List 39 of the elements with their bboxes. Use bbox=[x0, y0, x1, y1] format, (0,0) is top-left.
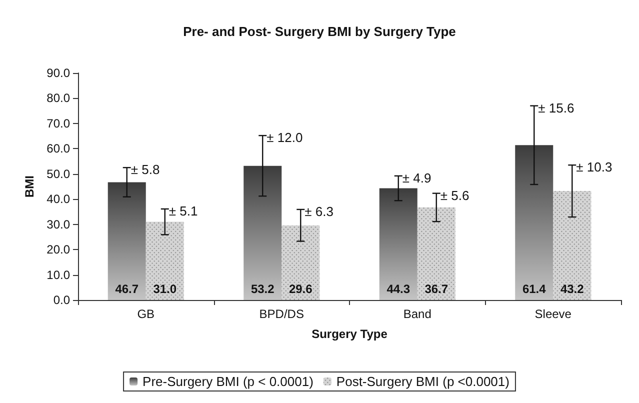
bar bbox=[379, 188, 418, 300]
legend-label: Pre-Surgery BMI (p < 0.0001) bbox=[142, 374, 314, 389]
y-tick-label: 20.0 bbox=[46, 242, 70, 257]
y-tick-label: 80.0 bbox=[46, 91, 70, 106]
data-label: 61.4 bbox=[522, 282, 546, 296]
x-tick-label: Band bbox=[403, 307, 432, 321]
y-tick-label: 10.0 bbox=[46, 268, 70, 282]
y-tick-label: 50.0 bbox=[46, 166, 70, 181]
data-label: 29.6 bbox=[288, 282, 313, 296]
bar bbox=[108, 182, 146, 300]
bar bbox=[244, 166, 282, 300]
annotation: ± 5.8 bbox=[130, 162, 160, 178]
data-label: 53.2 bbox=[250, 282, 275, 296]
bar bbox=[515, 145, 554, 300]
annotation: ± 5.6 bbox=[440, 188, 470, 203]
y-tick-label: 60.0 bbox=[46, 142, 70, 156]
annotation: ± 15.6 bbox=[538, 100, 574, 116]
chart-title: Pre- and Post- Surgery BMI by Surgery Type bbox=[183, 24, 456, 39]
data-label: 31.0 bbox=[153, 282, 177, 296]
annotation: ± 12.0 bbox=[266, 130, 303, 146]
legend-label: Post-Surgery BMI (p <0.0001) bbox=[336, 374, 510, 389]
data-label: 43.2 bbox=[560, 282, 584, 296]
data-label: 36.7 bbox=[424, 282, 448, 296]
y-tick-label: 90.0 bbox=[46, 66, 70, 80]
annotation: ± 5.1 bbox=[168, 203, 198, 218]
y-tick-label: 70.0 bbox=[46, 116, 70, 130]
annotation: ± 4.9 bbox=[402, 170, 432, 186]
x-tick-label: Sleeve bbox=[534, 307, 572, 321]
data-label: 46.7 bbox=[115, 282, 139, 296]
y-tick-label: 40.0 bbox=[46, 192, 70, 206]
annotation: ± 10.3 bbox=[576, 160, 612, 175]
y-axis-title: BMI bbox=[22, 176, 37, 198]
y-tick-label: 0.0 bbox=[53, 293, 70, 307]
x-axis-title: Surgery Type bbox=[312, 327, 388, 341]
x-tick-label: BPD/DS bbox=[259, 307, 304, 321]
annotation: ± 6.3 bbox=[304, 204, 334, 219]
y-tick-label: 30.0 bbox=[46, 217, 70, 232]
data-label: 44.3 bbox=[386, 282, 410, 296]
x-tick-label: GB bbox=[137, 307, 155, 321]
